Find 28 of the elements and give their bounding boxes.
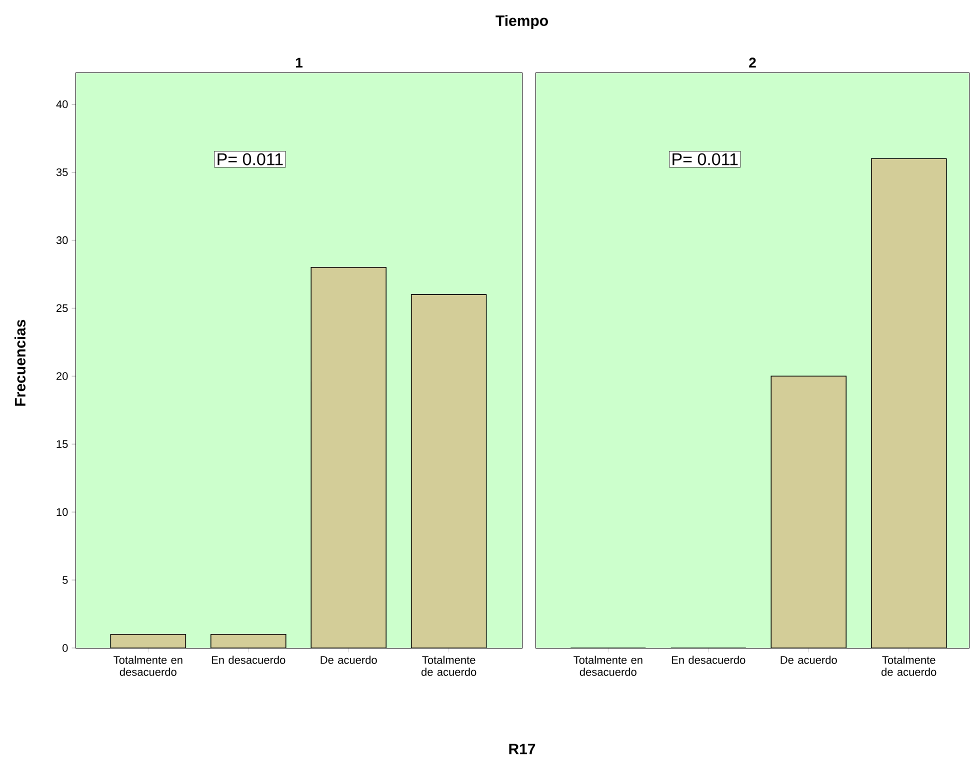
chart-title: 1 (296, 58, 303, 68)
annotation: P= 0.011 (218, 153, 283, 166)
x-tick-label: De acuerdo (780, 656, 837, 664)
x-tick-label: De acuerdo (320, 656, 377, 664)
x-axis-title: R17 (509, 744, 536, 754)
x-tick-label: Totalmente en desacuerdo (114, 656, 182, 676)
y-tick-label: 25 (56, 304, 68, 312)
bar (210, 634, 286, 648)
y-tick-label: 0 (62, 644, 68, 652)
y-tick-label: 20 (56, 372, 68, 380)
y-tick-label: 5 (62, 576, 68, 584)
bar (410, 294, 487, 648)
y-tick-label: 35 (56, 168, 68, 176)
bar (110, 634, 186, 648)
bar (311, 267, 386, 648)
y-tick-label: 10 (56, 508, 68, 516)
y-tick-label: 30 (56, 236, 68, 244)
x-tick-label: En desacuerdo (672, 656, 746, 664)
x-tick-label: En desacuerdo (212, 656, 286, 664)
x-tick-label: Totalmente en desacuerdo (574, 656, 642, 676)
y-axis-title: Frecuencias (14, 320, 26, 406)
y-tick-label: 40 (56, 100, 68, 108)
y-tick-label: 15 (56, 440, 68, 448)
annotation: P= 0.011 (672, 153, 738, 166)
chart-subtitle: Tiempo (496, 15, 548, 29)
chart-title: 2 (749, 58, 756, 68)
x-tick-label: Totalmente de acuerdo (421, 656, 476, 676)
x-tick-label: Totalmente de acuerdo (881, 656, 936, 676)
